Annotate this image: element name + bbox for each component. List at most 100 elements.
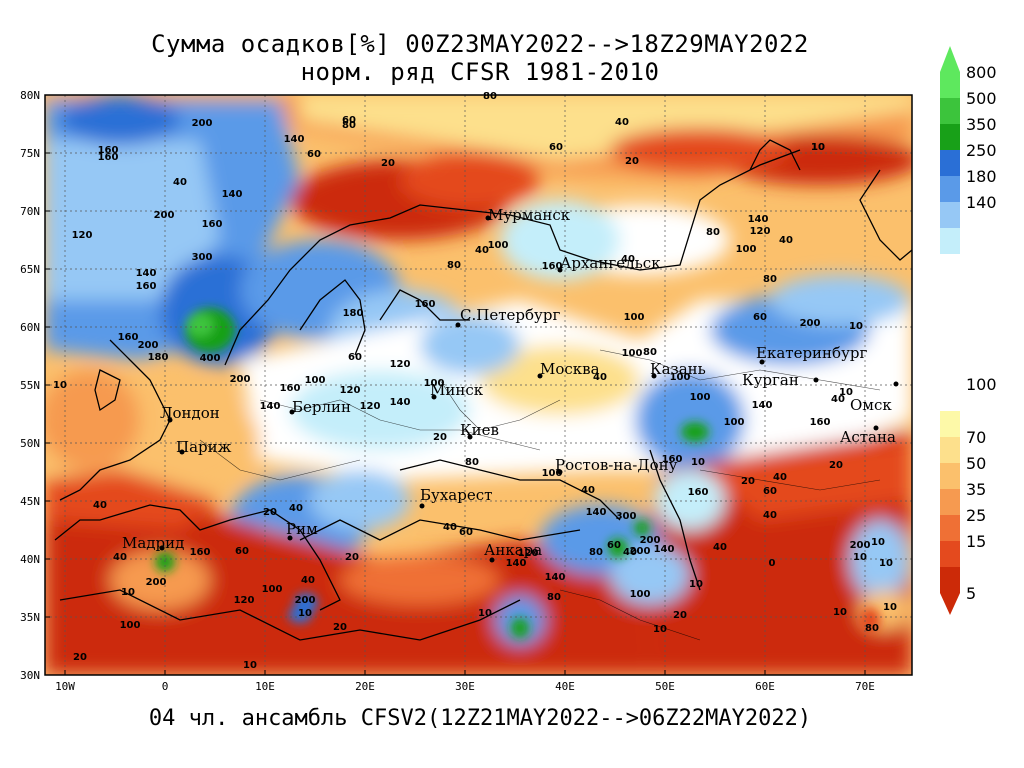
contour-value-label: 160 — [810, 417, 831, 428]
contour-value-label: 10 — [811, 142, 825, 153]
lat-tick-label: 80N — [20, 89, 40, 102]
contour-value-label: 140 — [136, 268, 157, 279]
contour-value-label: 20 — [829, 460, 843, 471]
contour-value-label: 10 — [853, 552, 867, 563]
contour-value-label: 20 — [73, 652, 87, 663]
city-label: Астана — [840, 428, 896, 446]
contour-value-label: 20 — [625, 156, 639, 167]
contour-value-label: 200 — [295, 595, 316, 606]
colorbar-label: 180 — [966, 167, 997, 186]
contour-value-label: 80 — [547, 592, 561, 603]
colorbar-bottom-arrow — [940, 593, 960, 615]
city-dot — [813, 377, 819, 383]
colorbar-label: 35 — [966, 480, 986, 499]
colorbar-swatch — [940, 124, 960, 150]
colorbar-swatch — [940, 228, 960, 254]
contour-value-label: 10 — [121, 587, 135, 598]
colorbar-label: 50 — [966, 454, 986, 473]
contour-value-label: 40 — [831, 394, 845, 405]
contour-value-label: 100 — [690, 392, 711, 403]
longitude-axis: 10W 0 10E 20E 30E 40E 50E 60E 70E — [55, 670, 875, 693]
city-dot — [289, 409, 295, 415]
contour-value-label: 60 — [459, 527, 473, 538]
city-label: Екатеринбург — [756, 344, 867, 362]
lat-tick-label: 35N — [20, 611, 40, 624]
contour-value-label: 200 — [192, 118, 213, 129]
city-dot — [431, 394, 437, 400]
city-dot — [167, 417, 173, 423]
colorbar-swatch — [940, 150, 960, 176]
lon-tick-label: 40E — [555, 680, 575, 693]
colorbar-label: 140 — [966, 193, 997, 212]
contour-value-label: 40 — [113, 552, 127, 563]
contour-value-label: 100 — [736, 244, 757, 255]
lon-tick-label: 20E — [355, 680, 375, 693]
contour-value-label: 60 — [763, 486, 777, 497]
city-label: Казань — [650, 360, 706, 378]
contour-value-label: 160 — [415, 299, 436, 310]
contour-value-label: 120 — [360, 401, 381, 412]
colorbar-label: 500 — [966, 89, 997, 108]
contour-value-label: 100 — [724, 417, 745, 428]
contour-value-label: 40 — [475, 245, 489, 256]
contour-value-label: 300 — [616, 511, 637, 522]
city-label: Омск — [850, 396, 892, 414]
map-title: Сумма осадков[%] 00Z23MAY2022-->18Z29MAY… — [151, 30, 809, 58]
city-label: Мурманск — [488, 206, 571, 224]
lat-tick-label: 30N — [20, 669, 40, 682]
lat-tick-label: 50N — [20, 437, 40, 450]
colorbar-swatch — [940, 463, 960, 489]
contour-value-label: 160 — [98, 145, 119, 156]
contour-value-label: 80 — [447, 260, 461, 271]
city-dot — [455, 322, 461, 328]
contour-value-label: 20 — [433, 432, 447, 443]
contour-labels: 2001601601406020804060201060804014020016… — [53, 91, 897, 671]
city-label: Архангельск — [560, 254, 661, 272]
city-label: Мадрид — [122, 534, 184, 552]
colorbar-label: 250 — [966, 141, 997, 160]
city-label: С.Петербург — [460, 306, 560, 324]
contour-value-label: 300 — [192, 252, 213, 263]
contour-value-label: 40 — [443, 522, 457, 533]
lat-tick-label: 65N — [20, 263, 40, 276]
contour-value-label: 60 — [235, 546, 249, 557]
contour-value-label: 60 — [348, 352, 362, 363]
contour-value-label: 100 — [120, 620, 141, 631]
city-dot — [557, 267, 563, 273]
city-label: Анкара — [484, 541, 542, 559]
colorbar-swatch — [940, 72, 960, 98]
lat-tick-label: 75N — [20, 147, 40, 160]
colorbar-label: 15 — [966, 532, 986, 551]
coastlines — [54, 139, 912, 641]
contour-value-label: 20 — [345, 552, 359, 563]
contour-value-label: 40 — [593, 372, 607, 383]
city-label: Рим — [286, 520, 318, 538]
contour-value-label: 100 — [262, 584, 283, 595]
contour-value-label: 100 — [488, 240, 509, 251]
contour-value-label: 400 — [200, 353, 221, 364]
city-dot — [557, 469, 563, 475]
contour-value-label: 10 — [298, 608, 312, 619]
contour-value-label: 40 — [173, 177, 187, 188]
contour-value-label: 60 — [753, 312, 767, 323]
lon-tick-label: 70E — [855, 680, 875, 693]
contour-value-label: 40 — [93, 500, 107, 511]
city-dot — [159, 545, 165, 551]
contour-value-label: 160 — [190, 547, 211, 558]
contour-value-label: 10 — [53, 380, 67, 391]
city-dot — [179, 449, 185, 455]
lon-tick-label: 60E — [755, 680, 775, 693]
colorbar-label: 70 — [966, 428, 986, 447]
contour-value-label: 140 — [654, 544, 675, 555]
colorbar-label: 5 — [966, 584, 976, 603]
contour-value-label: 10 — [871, 537, 885, 548]
contour-value-label: 20 — [741, 476, 755, 487]
city-label: Москва — [540, 360, 600, 378]
contour-value-label: 80 — [483, 91, 497, 102]
contour-value-label: 20 — [263, 507, 277, 518]
precip-field — [45, 95, 912, 675]
contour-value-label: 80 — [865, 623, 879, 634]
city-dot — [467, 434, 473, 440]
contour-value-label: 20 — [381, 158, 395, 169]
city-dot — [759, 359, 765, 365]
